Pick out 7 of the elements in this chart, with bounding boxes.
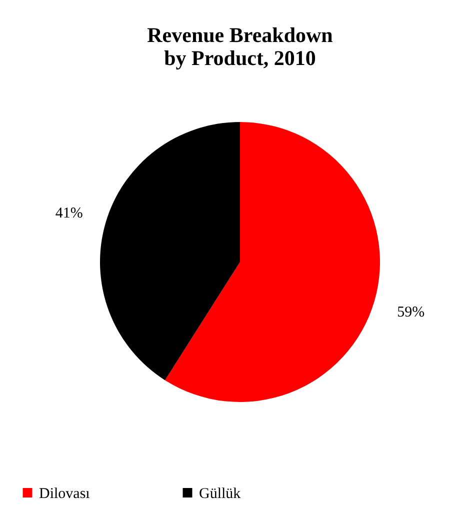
data-label: 41% (55, 205, 83, 222)
chart-title: Revenue Breakdown by Product, 2010 (147, 23, 334, 70)
legend-label: Dilovası (39, 486, 90, 502)
legend-label: Güllük (199, 486, 242, 502)
pie-slice (164, 122, 380, 402)
data-label: 59% (397, 304, 425, 321)
pie-slice (100, 122, 240, 380)
